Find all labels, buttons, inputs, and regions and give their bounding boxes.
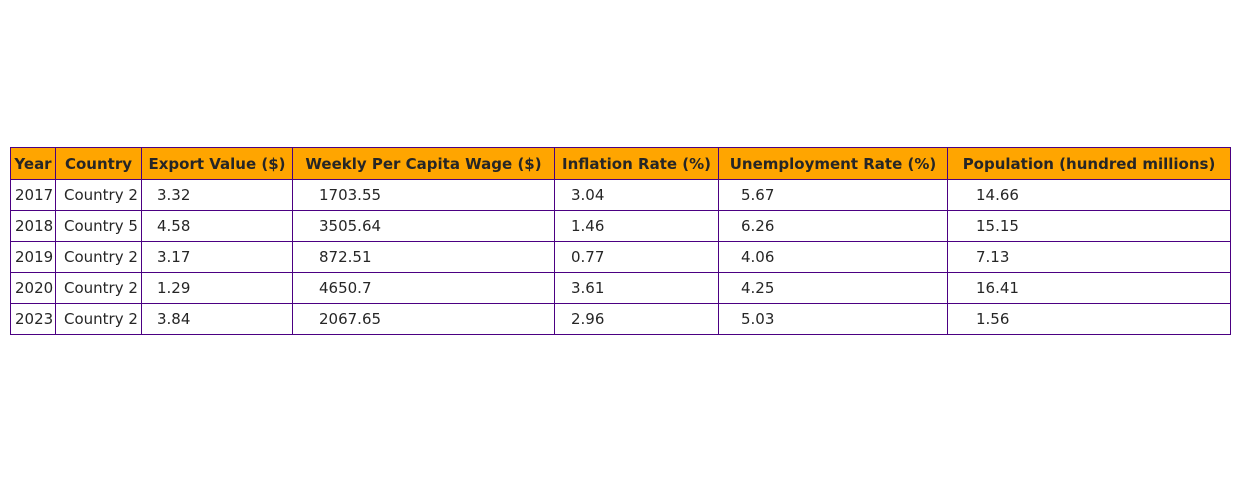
table-row: 2018 Country 5 4.58 3505.64 1.46 6.26 15…	[10, 210, 1231, 242]
table-row: 2020 Country 2 1.29 4650.7 3.61 4.25 16.…	[10, 272, 1231, 304]
cell-export-value: 3.17	[141, 241, 293, 273]
cell-unemployment-rate: 5.03	[718, 303, 948, 335]
cell-unemployment-rate: 4.25	[718, 272, 948, 304]
table-row: 2019 Country 2 3.17 872.51 0.77 4.06 7.1…	[10, 241, 1231, 273]
header-inflation-rate: Inflation Rate (%)	[554, 147, 719, 180]
cell-population: 15.15	[947, 210, 1231, 242]
cell-export-value: 3.84	[141, 303, 293, 335]
cell-export-value: 4.58	[141, 210, 293, 242]
cell-population: 1.56	[947, 303, 1231, 335]
cell-inflation-rate: 0.77	[554, 241, 719, 273]
cell-inflation-rate: 2.96	[554, 303, 719, 335]
cell-inflation-rate: 3.61	[554, 272, 719, 304]
header-weekly-wage: Weekly Per Capita Wage ($)	[292, 147, 555, 180]
cell-weekly-wage: 1703.55	[292, 179, 555, 211]
table-row: 2023 Country 2 3.84 2067.65 2.96 5.03 1.…	[10, 303, 1231, 335]
cell-country: Country 5	[55, 210, 142, 242]
cell-unemployment-rate: 5.67	[718, 179, 948, 211]
cell-country: Country 2	[55, 179, 142, 211]
data-table: Year Country Export Value ($) Weekly Per…	[10, 147, 1231, 335]
cell-population: 7.13	[947, 241, 1231, 273]
header-unemployment-rate: Unemployment Rate (%)	[718, 147, 948, 180]
cell-country: Country 2	[55, 241, 142, 273]
cell-unemployment-rate: 4.06	[718, 241, 948, 273]
cell-inflation-rate: 1.46	[554, 210, 719, 242]
header-country: Country	[55, 147, 142, 180]
header-year: Year	[10, 147, 56, 180]
cell-year: 2019	[10, 241, 56, 273]
cell-year: 2017	[10, 179, 56, 211]
cell-country: Country 2	[55, 272, 142, 304]
header-row: Year Country Export Value ($) Weekly Per…	[10, 147, 1231, 180]
cell-export-value: 3.32	[141, 179, 293, 211]
cell-weekly-wage: 872.51	[292, 241, 555, 273]
header-population: Population (hundred millions)	[947, 147, 1231, 180]
data-table-container: Year Country Export Value ($) Weekly Per…	[10, 147, 1231, 335]
cell-inflation-rate: 3.04	[554, 179, 719, 211]
cell-weekly-wage: 2067.65	[292, 303, 555, 335]
cell-country: Country 2	[55, 303, 142, 335]
cell-unemployment-rate: 6.26	[718, 210, 948, 242]
cell-population: 16.41	[947, 272, 1231, 304]
table-row: 2017 Country 2 3.32 1703.55 3.04 5.67 14…	[10, 179, 1231, 211]
cell-weekly-wage: 4650.7	[292, 272, 555, 304]
cell-export-value: 1.29	[141, 272, 293, 304]
header-export-value: Export Value ($)	[141, 147, 293, 180]
cell-year: 2023	[10, 303, 56, 335]
cell-year: 2018	[10, 210, 56, 242]
cell-weekly-wage: 3505.64	[292, 210, 555, 242]
cell-population: 14.66	[947, 179, 1231, 211]
cell-year: 2020	[10, 272, 56, 304]
